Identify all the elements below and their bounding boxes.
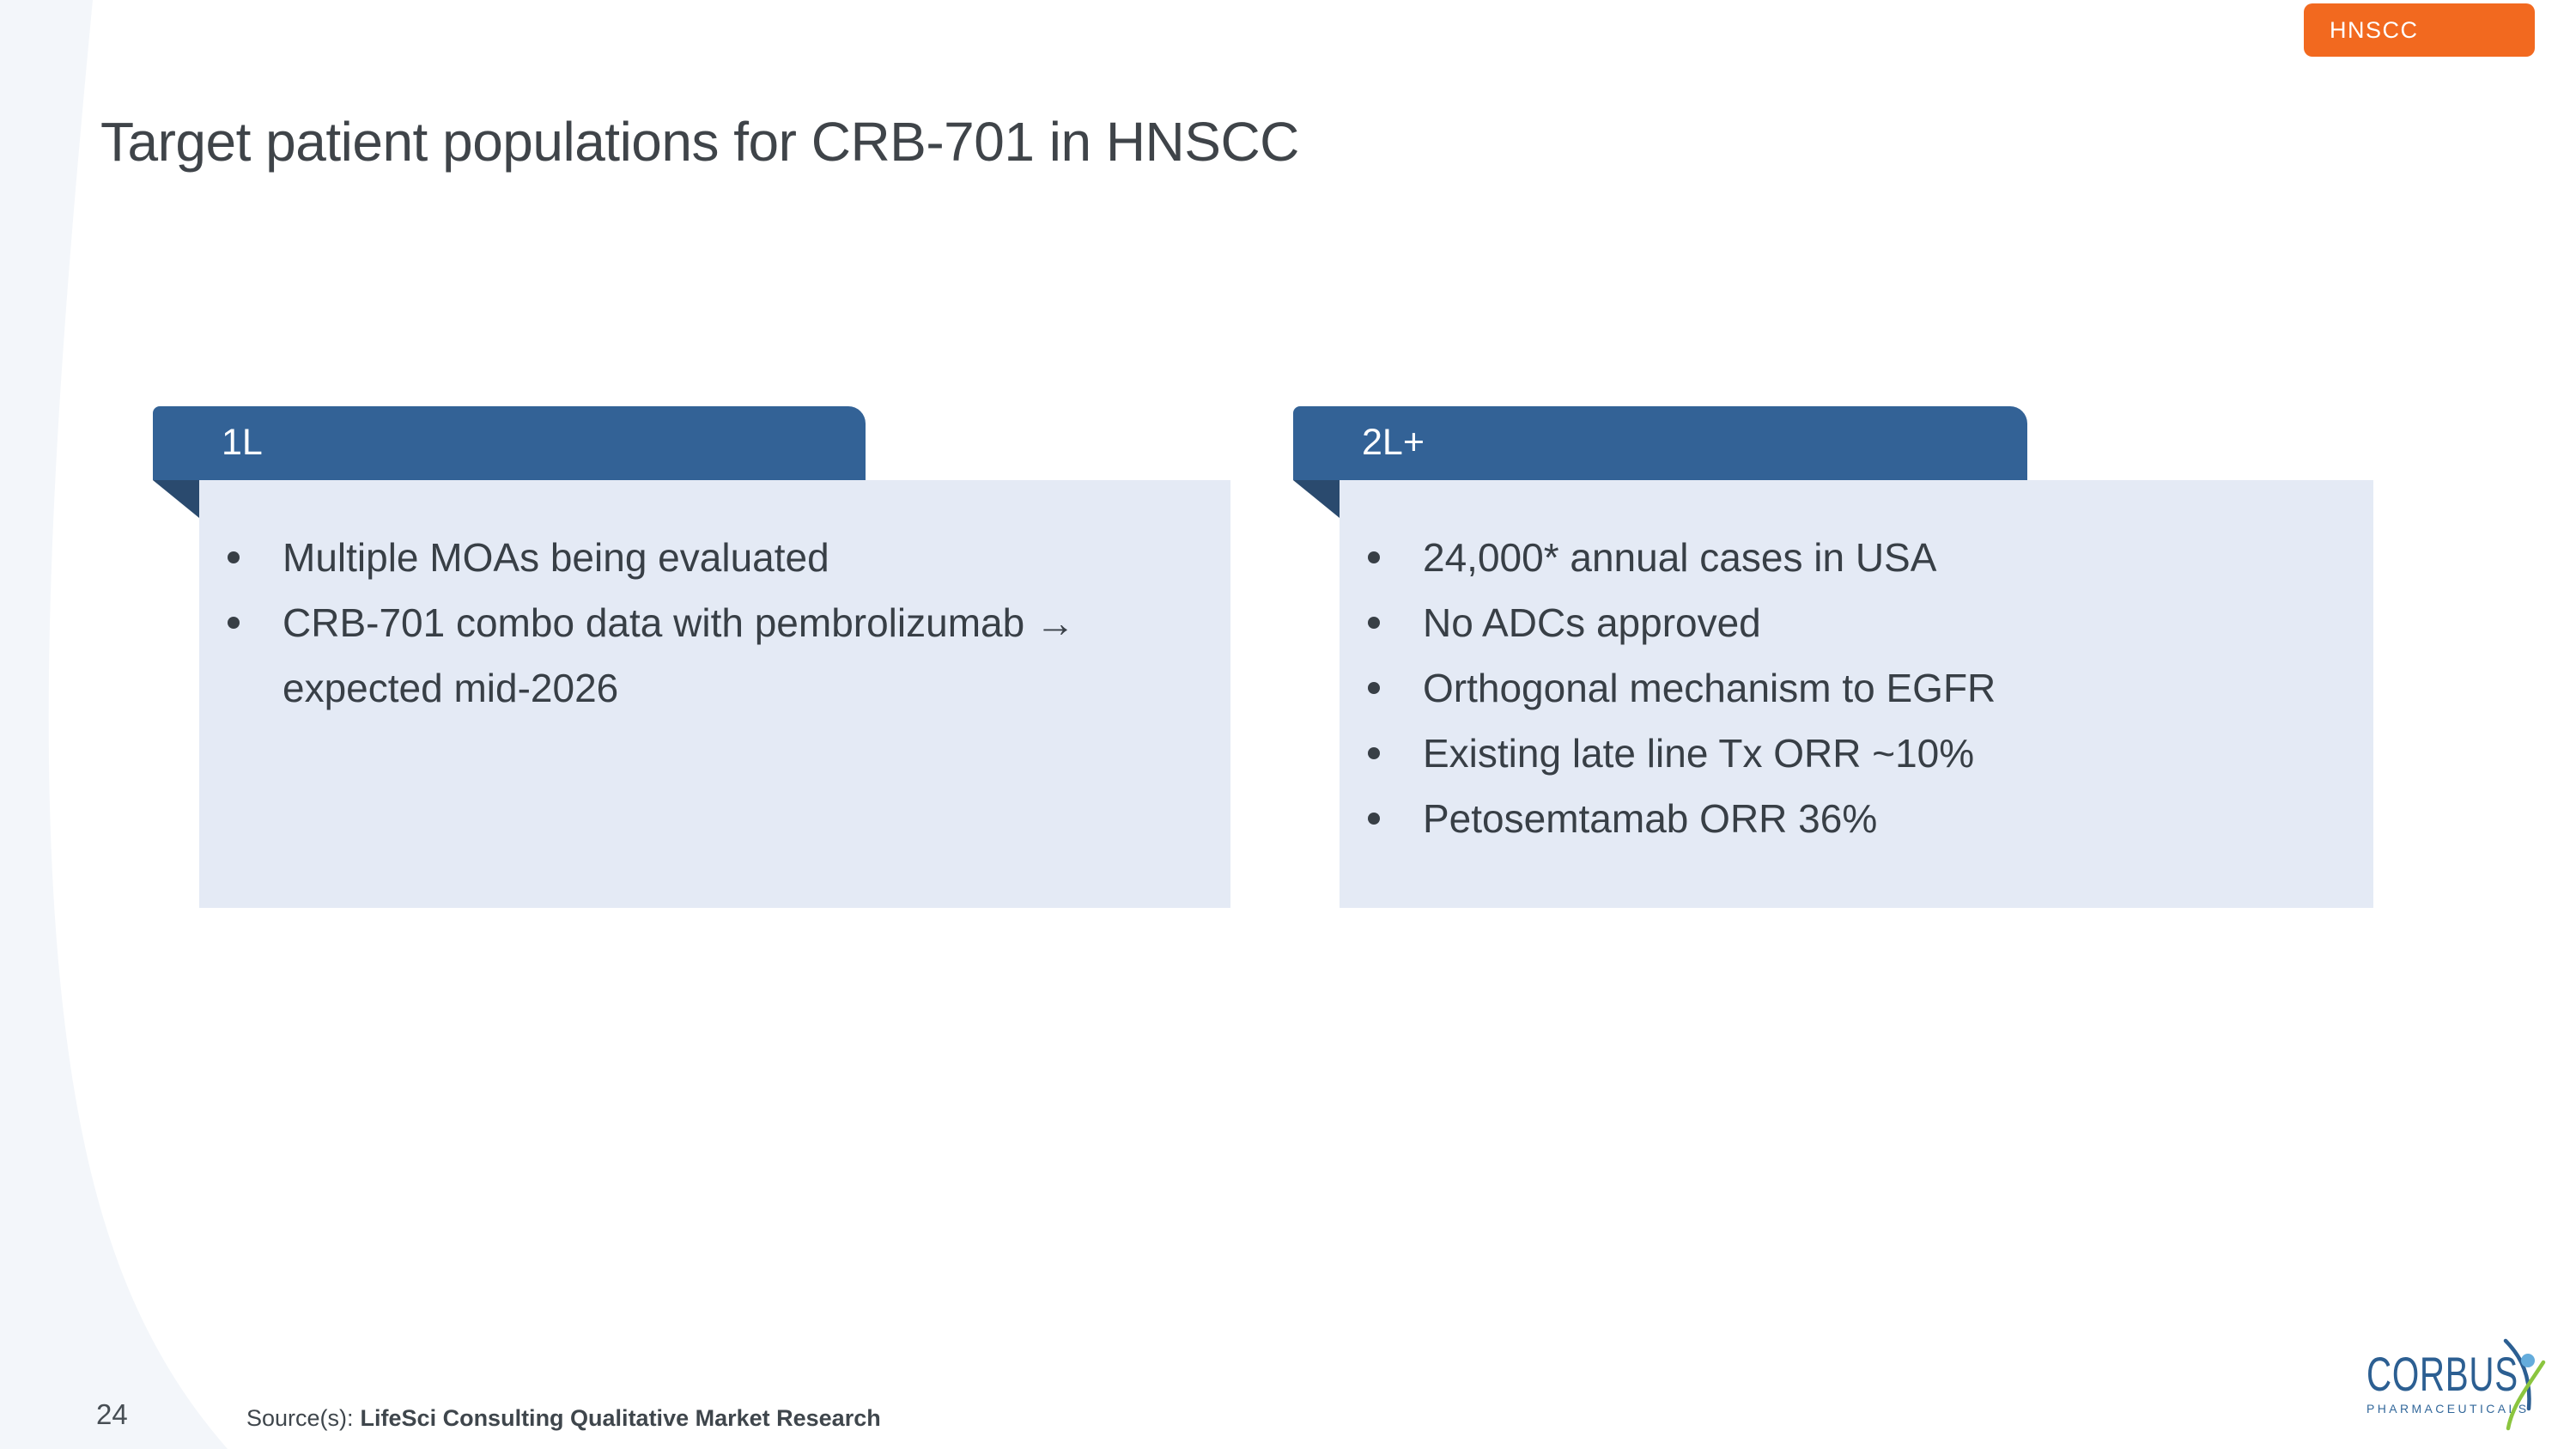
company-logo: CORBUS PHARMACEUTICALS [2366, 1338, 2546, 1439]
tab-2l-plus: 2L+ [1293, 406, 2027, 480]
source-text: LifeSci Consulting Qualitative Market Re… [360, 1405, 881, 1431]
bullet-item: CRB-701 combo data with pembrolizumab → … [228, 590, 1183, 721]
source-prefix: Source(s): [246, 1405, 354, 1431]
tab-1l: 1L [153, 406, 866, 480]
page-title: Target patient populations for CRB-701 i… [100, 111, 1299, 173]
bullet-list-2l-plus: 24,000* annual cases in USA No ADCs appro… [1368, 525, 2326, 851]
logo-figure-icon [2503, 1338, 2546, 1431]
tab-2l-plus-fold [1293, 480, 1340, 518]
bullet-item: Multiple MOAs being evaluated [228, 525, 1183, 590]
page-number: 24 [96, 1398, 128, 1430]
bullet-item: Orthogonal mechanism to EGFR [1368, 655, 2326, 721]
indication-badge: HNSCC [2304, 3, 2535, 57]
logo-subtitle: PHARMACEUTICALS [2366, 1402, 2530, 1416]
bullet-item: 24,000* annual cases in USA [1368, 525, 2326, 590]
bullet-item: No ADCs approved [1368, 590, 2326, 655]
source-note: Source(s): LifeSci Consulting Qualitative… [246, 1405, 881, 1432]
logo-wordmark: CORBUS [2366, 1347, 2518, 1401]
bullet-item: Petosemtamab ORR 36% [1368, 786, 2326, 851]
tab-1l-fold [153, 480, 199, 518]
panel-1l: Multiple MOAs being evaluated CRB-701 com… [199, 480, 1230, 908]
bullet-list-1l: Multiple MOAs being evaluated CRB-701 com… [228, 525, 1183, 721]
bullet-item: Existing late line Tx ORR ~10% [1368, 721, 2326, 786]
panel-2l-plus: 24,000* annual cases in USA No ADCs appro… [1340, 480, 2373, 908]
